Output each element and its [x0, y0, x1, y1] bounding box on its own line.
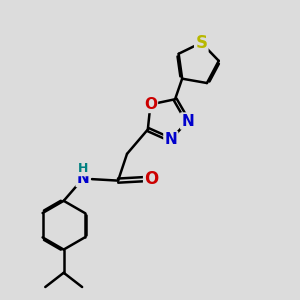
Text: O: O: [144, 170, 158, 188]
Text: S: S: [195, 34, 207, 52]
Text: O: O: [144, 97, 157, 112]
Text: N: N: [164, 132, 177, 147]
Text: H: H: [78, 162, 88, 175]
Text: N: N: [76, 171, 89, 186]
Text: N: N: [181, 113, 194, 128]
